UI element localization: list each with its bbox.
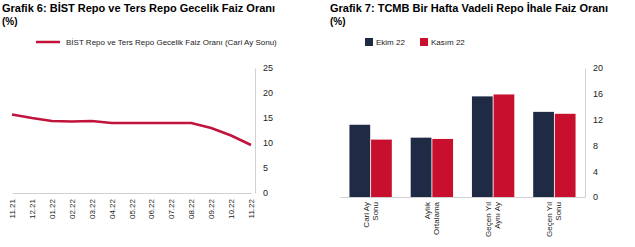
tick-label: AylıkOrtalama (423, 201, 441, 235)
tick: 10 (255, 138, 273, 148)
tick-label: 09.22 (207, 198, 216, 219)
tick: 0 (585, 192, 598, 202)
tick-label: Geçen YılSonu (545, 202, 563, 237)
legend-label: Kasım 22 (431, 38, 465, 47)
tick: 05.22 (128, 193, 137, 219)
tick: 20 (585, 63, 603, 73)
tick: 5 (255, 163, 268, 173)
tick-label: 4 (593, 167, 598, 177)
x-axis: Cari AySonu AylıkOrtalama Geçen YılAynı Ay… (341, 197, 586, 237)
bar (494, 94, 515, 197)
tick-label: 25 (263, 63, 273, 73)
tick-label: 20 (593, 63, 603, 73)
bar (533, 112, 554, 197)
tick-label: 0 (263, 188, 268, 198)
tick: 10.22 (227, 193, 236, 219)
tick: 0 (255, 188, 268, 198)
tick-label: 08.22 (187, 198, 196, 219)
tick: 4 (585, 167, 598, 177)
axis-line (585, 69, 586, 198)
tick: 01.22 (48, 193, 57, 219)
tick-label: 15 (263, 113, 273, 123)
canvas: Grafik 6: BİST Repo ve Ters Repo Gecelik… (0, 0, 635, 247)
y-axis: 0 5 10 15 20 25 (255, 63, 273, 198)
tick: 15 (255, 113, 273, 123)
legend-swatch (420, 38, 428, 46)
tick: 25 (255, 63, 273, 73)
y-axis: 0 4 8 12 16 20 (585, 63, 603, 202)
tick: 02.22 (68, 193, 77, 219)
bar (371, 140, 392, 197)
legend-label: Ekim 22 (376, 38, 405, 47)
tick-label: 05.22 (128, 198, 137, 219)
tick-label: 11.21 (8, 198, 17, 218)
title: Grafik 7: TCMB Bir Hafta Vadeli Repo İha… (330, 2, 608, 14)
bar (432, 139, 453, 197)
tick: Cari AySonu (362, 197, 380, 228)
bar (411, 138, 432, 197)
legend-swatch (36, 41, 60, 44)
subtitle: (%) (2, 16, 18, 27)
legend-swatch (365, 38, 373, 46)
plot-area (349, 94, 575, 197)
tick-label: 11.22 (247, 198, 256, 218)
tick: 03.22 (88, 193, 97, 219)
tick: Geçen YılSonu (545, 197, 563, 237)
tick-label: 07.22 (167, 198, 176, 219)
tick-label: 04.22 (108, 198, 117, 219)
tick: 12.21 (28, 193, 37, 219)
title: Grafik 6: BİST Repo ve Ters Repo Gecelik… (2, 2, 275, 14)
axis-line (341, 197, 586, 198)
tick-label: 10 (263, 138, 273, 148)
tick: AylıkOrtalama (423, 197, 441, 235)
tick-label: 12.21 (28, 198, 37, 219)
tick: 16 (585, 89, 603, 99)
tick-label: 8 (593, 141, 598, 151)
tick: Geçen YılAynı Ay (484, 197, 502, 237)
chart: Grafik 6: BİST Repo ve Ters Repo Gecelik… (2, 2, 277, 219)
tick-label: 20 (263, 88, 273, 98)
axis-line (255, 69, 256, 194)
bar (555, 114, 576, 197)
plot-area (12, 115, 251, 146)
axis-line (13, 193, 252, 194)
line (12, 115, 251, 146)
tick: 11.22 (247, 193, 256, 218)
tick-label: 02.22 (68, 198, 77, 219)
tick-label: 5 (263, 163, 268, 173)
tick: 09.22 (207, 193, 216, 219)
tick-label: 01.22 (48, 198, 57, 219)
tick: 08.22 (187, 193, 196, 219)
x-axis: 11.21 12.21 01.22 02.22 03.22 04.22 05.22 06.22… (8, 193, 256, 219)
subtitle: (%) (330, 16, 346, 27)
bar (349, 125, 370, 197)
chart: Grafik 7: TCMB Bir Hafta Vadeli Repo İha… (330, 2, 608, 237)
tick: 8 (585, 141, 598, 151)
bar (472, 96, 493, 197)
tick: 04.22 (108, 193, 117, 219)
tick-label: 16 (593, 89, 603, 99)
tick-label: 10.22 (227, 198, 236, 219)
tick: 06.22 (147, 193, 156, 219)
tick-label: 12 (593, 115, 603, 125)
legend-label: BİST Repo ve Ters Repo Gecelik Faiz Oran… (66, 38, 277, 47)
tick: 20 (255, 88, 273, 98)
tick: 07.22 (167, 193, 176, 219)
tick-label: 06.22 (147, 198, 156, 219)
tick: 11.21 (8, 193, 17, 218)
tick: 12 (585, 115, 603, 125)
tick-label: 03.22 (88, 198, 97, 219)
tick-label: 0 (593, 192, 598, 202)
tick-label: Geçen YılAynı Ay (484, 202, 502, 237)
tick-label: Cari AySonu (362, 202, 380, 228)
